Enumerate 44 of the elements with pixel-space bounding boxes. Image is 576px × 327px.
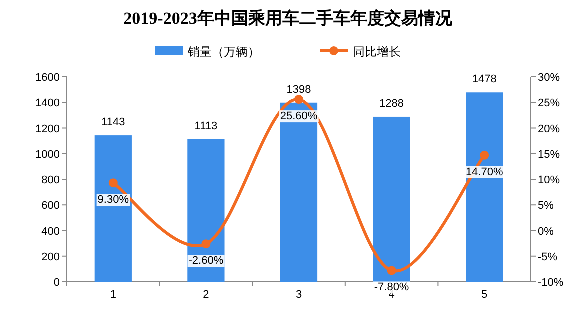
data-label: 1143 xyxy=(102,116,126,129)
y-tick-label: 1400 xyxy=(36,98,60,110)
legend-label: 同比增长 xyxy=(353,45,401,59)
bar xyxy=(280,102,318,282)
data-label: 9.30% xyxy=(98,194,130,206)
y2-tick-label: -10% xyxy=(538,277,564,289)
y2-tick-label: 20% xyxy=(538,123,560,136)
y-tick-label: 200 xyxy=(42,251,60,264)
data-label: 1288 xyxy=(380,98,404,110)
data-label: 25.60% xyxy=(280,110,318,123)
y-tick-label: 0 xyxy=(54,277,60,289)
data-label: 14.70% xyxy=(466,166,504,178)
chart-title: 2019-2023年中国乘用车二手车年度交易情况 xyxy=(124,9,454,28)
y2-tick-label: 10% xyxy=(538,174,560,186)
y2-tick-label: -5% xyxy=(538,251,558,264)
point xyxy=(108,178,118,188)
bar xyxy=(373,116,410,282)
point xyxy=(202,240,211,249)
bar xyxy=(466,92,504,282)
bar xyxy=(94,136,132,282)
x-tick-label: 1 xyxy=(110,289,116,301)
x-tick-label: 5 xyxy=(482,289,488,301)
y2-tick-label: 5% xyxy=(538,200,554,212)
y-tick-label: 1000 xyxy=(36,148,60,161)
point xyxy=(294,95,304,104)
point xyxy=(387,266,396,276)
x-tick-label: 4 xyxy=(388,289,395,301)
data-label: -2.60% xyxy=(188,255,224,268)
y2-tick-label: 25% xyxy=(538,98,560,110)
data-label: 1478 xyxy=(472,74,497,86)
y2-tick-label: 15% xyxy=(538,148,560,161)
x-tick-label: 3 xyxy=(296,289,302,301)
y-tick-label: 600 xyxy=(42,200,60,212)
y2-tick-label: 0% xyxy=(538,226,554,238)
y-tick-label: 1200 xyxy=(36,123,60,136)
y-tick-label: 800 xyxy=(42,174,60,186)
legend-label: 销量（万辆） xyxy=(187,45,260,59)
y-tick-label: 1600 xyxy=(36,72,60,84)
y-tick-label: 400 xyxy=(42,226,60,238)
point xyxy=(480,150,490,160)
data-label: 1113 xyxy=(194,120,218,132)
data-label: 1398 xyxy=(286,84,312,96)
y2-tick-label: 30% xyxy=(538,72,560,84)
x-tick-label: 2 xyxy=(203,289,210,301)
